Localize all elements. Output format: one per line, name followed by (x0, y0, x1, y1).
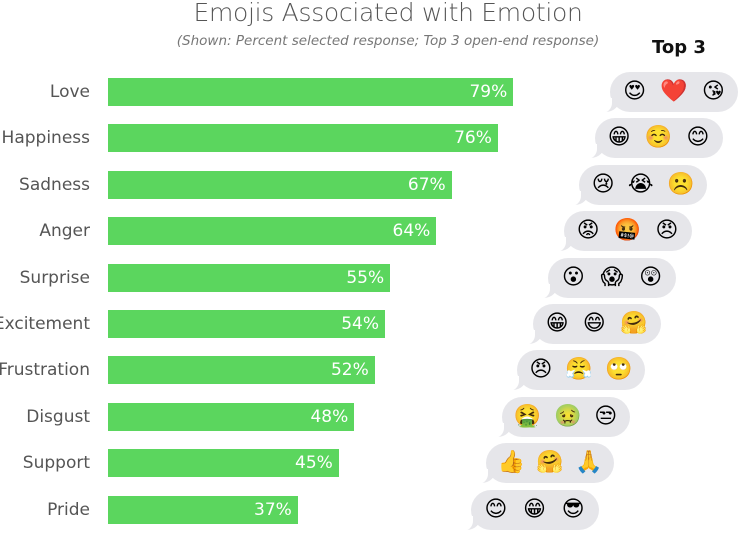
emoji-icon: 🤮 (513, 403, 542, 429)
emoji-icon: 😁 (545, 311, 569, 336)
category-label: Happiness (1, 128, 90, 149)
data-label: 76% (454, 128, 492, 149)
emoji-bubble: 😊 😁 😎 (458, 489, 599, 531)
emoji-icon: 😍 (623, 79, 647, 104)
bar-anger: 64% (108, 217, 437, 246)
emoji-icon: ❤️ (660, 79, 688, 104)
category-label: Love (49, 82, 90, 102)
emoji-icon: ☺️ (644, 125, 673, 151)
emoji-icon: 😁 (523, 496, 546, 522)
emoji-icon: ☹️ (666, 171, 695, 197)
emoji-icon: 😭 (627, 171, 654, 197)
data-label: 52% (330, 360, 369, 381)
chart-title: Emojis Associated with Emotion (193, 0, 583, 27)
emoji-icon: 🤗 (619, 311, 648, 336)
data-label: 64% (392, 221, 431, 242)
category-label: Pride (47, 499, 90, 520)
emoji-icon: 🙄 (605, 357, 633, 383)
emoji-icon: 🤬 (613, 218, 642, 244)
bar-support: 45% (108, 449, 339, 478)
bar-excitement: 54% (108, 310, 386, 338)
emoji-bubble: 😠 😤 🙄 (505, 350, 645, 392)
emoji-bubble: 😡 🤬 😠 (551, 211, 692, 253)
emoji-icon: 😡 (576, 218, 600, 244)
bar-disgust: 48% (108, 402, 355, 431)
bar-pride: 37% (108, 495, 298, 524)
bar-happiness: 76% (108, 124, 498, 153)
data-label: 55% (346, 267, 385, 288)
bar-frustration: 52% (108, 356, 375, 385)
emoji-bubble: 🤮 🤢 😒 (489, 396, 630, 438)
emoji-icon: 😠 (529, 357, 553, 383)
category-label: Support (22, 453, 90, 474)
category-label: Disgust (26, 406, 90, 427)
emoji-icon: 😱 (600, 264, 624, 290)
emoji-icon: 🙏 (574, 450, 603, 476)
emoji-bubble: 😮 😱 😲 (536, 257, 676, 299)
emoji-bubble: 👍 🤗 🙏 (474, 443, 614, 485)
emoji-icon: 😢 (591, 171, 615, 197)
emoji-icon: 😊 (686, 125, 710, 151)
bar-love: 79% (108, 78, 514, 106)
emoji-bubble: 😁 ☺️ 😊 (582, 118, 723, 160)
bar-sadness: 67% (108, 170, 452, 199)
category-label: Anger (39, 221, 90, 242)
emoji-icon: 😁 (607, 125, 631, 151)
bar-surprise: 55% (108, 263, 391, 292)
emoji-icon: 😲 (639, 264, 663, 290)
emoji-icon: 😒 (594, 403, 618, 429)
emoji-icon: 🤗 (536, 450, 564, 476)
category-label: Excitement (0, 314, 90, 334)
category-label: Surprise (19, 267, 90, 288)
emoji-icon: 🤢 (554, 403, 582, 429)
data-label: 79% (469, 82, 508, 102)
emoji-icon: 😊 (484, 496, 508, 522)
emoji-icon: 😎 (561, 496, 585, 522)
emoji-bubble: 😁 😄 🤗 (520, 304, 661, 345)
emoji-icon: 😘 (701, 79, 725, 104)
emoji-bubble: 😢 😭 ☹️ (567, 164, 707, 206)
data-label: 54% (341, 314, 380, 334)
category-label: Sadness (19, 174, 90, 195)
emoji-icon: 😠 (655, 218, 679, 244)
emoji-icon: 👍 (497, 450, 526, 476)
chart-subtitle: (Shown: Percent selected response; Top 3… (176, 33, 600, 49)
emoji-icon: 😮 (561, 264, 585, 290)
data-label: 48% (310, 406, 349, 427)
data-label: 45% (295, 453, 333, 474)
data-label: 67% (407, 174, 446, 195)
top3-header: Top 3 (652, 37, 706, 58)
emoji-icon: 😤 (565, 357, 593, 383)
emoji-bubble: 😍 ❤️ 😘 (598, 72, 738, 113)
emoji-icon: 😄 (582, 311, 606, 336)
data-label: 37% (254, 499, 292, 520)
category-label: Frustration (0, 360, 90, 381)
